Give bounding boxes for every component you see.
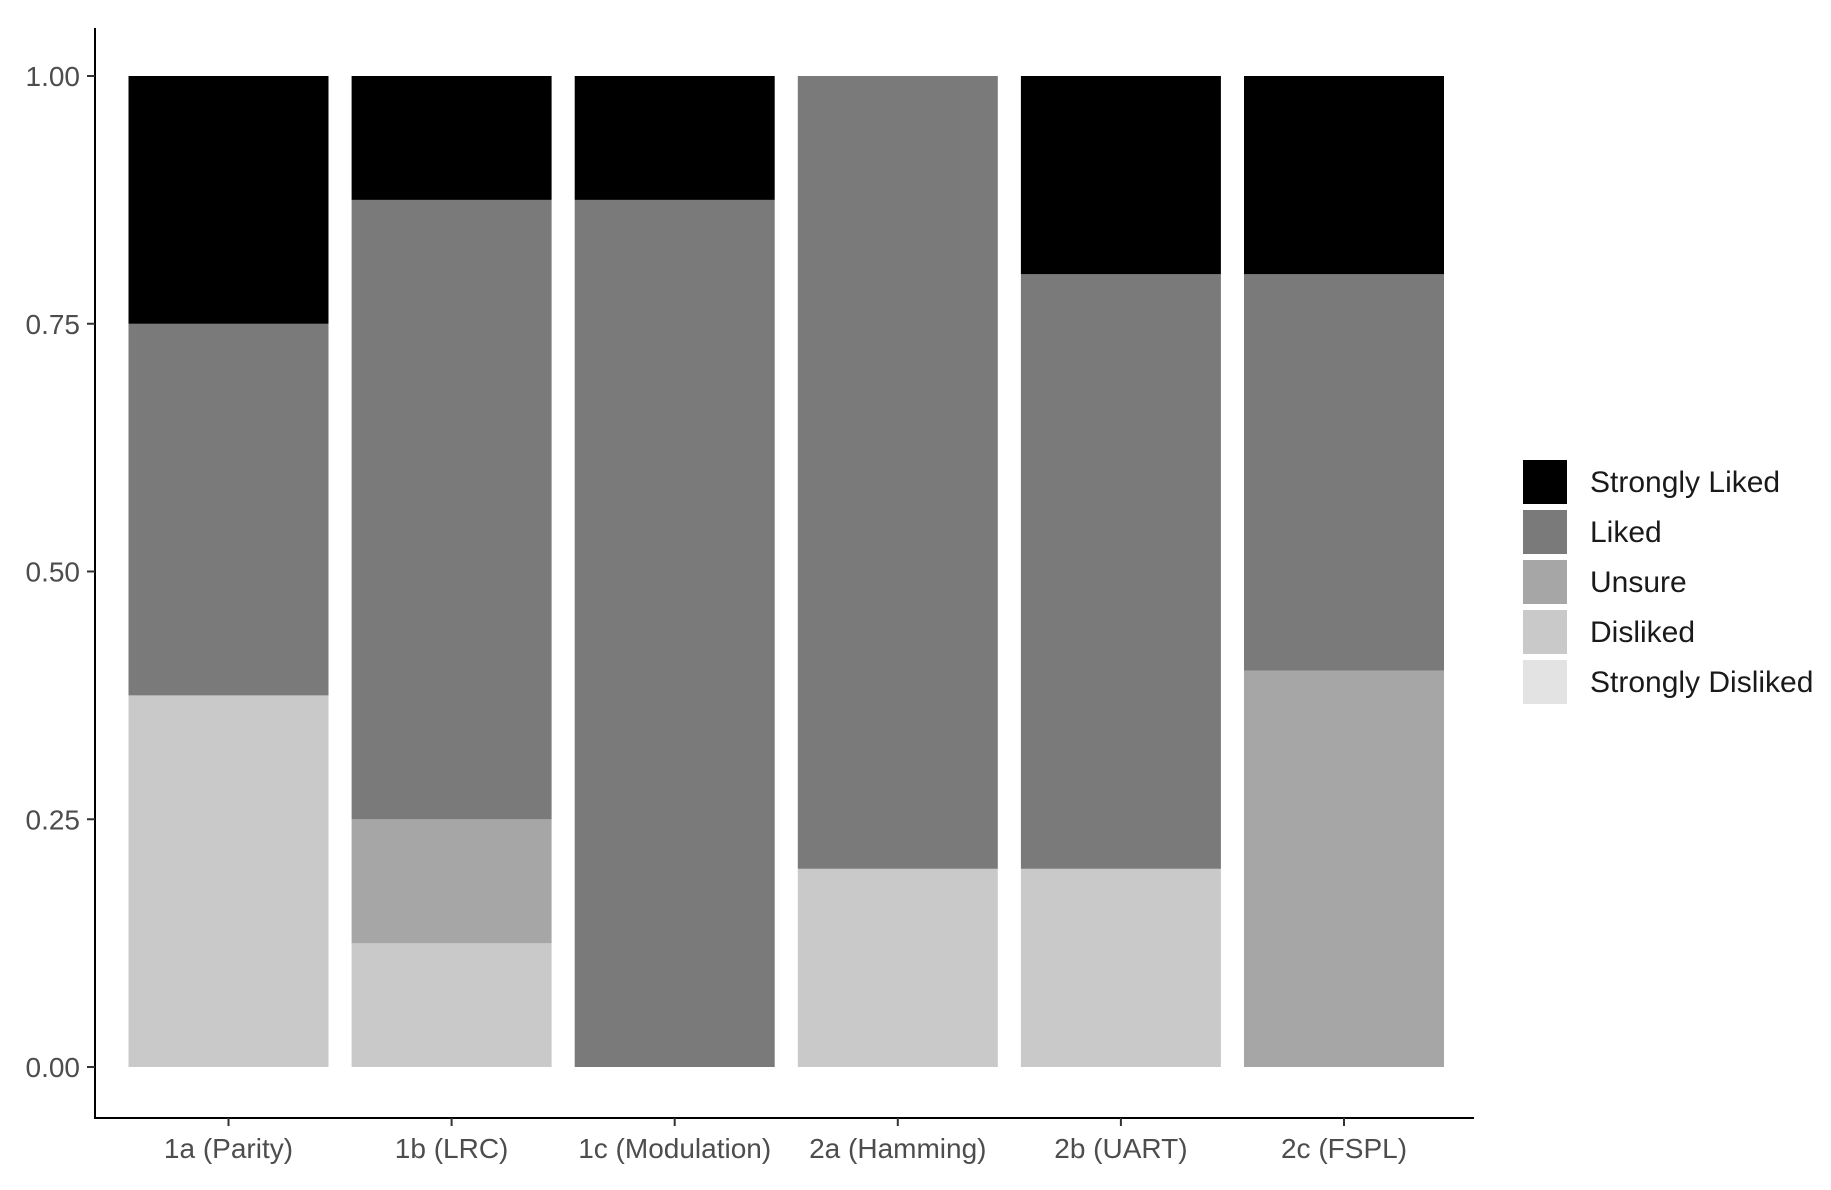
- bar-1b-lrc-liked: [351, 199, 552, 820]
- bar-2b-uart-strongly-liked: [1020, 76, 1221, 275]
- legend-key-disliked: [1521, 608, 1569, 656]
- bar-2a-hamming-disliked: [797, 868, 998, 1067]
- bar-1a-parity-liked: [128, 323, 329, 696]
- x-tick-label: 2b (UART): [1054, 1133, 1187, 1164]
- bar-1b-lrc-unsure: [351, 819, 552, 944]
- legend-key-unsure: [1521, 558, 1569, 606]
- y-tick-label: 1.00: [26, 61, 81, 92]
- bar-1c-modulation-liked: [574, 199, 775, 1067]
- y-tick-label: 0.50: [26, 557, 81, 588]
- bar-1c-modulation-strongly-liked: [574, 76, 775, 200]
- bar-2b-uart-disliked: [1020, 868, 1221, 1067]
- bar-1b-lrc-disliked: [351, 943, 552, 1067]
- legend-key-strongly-liked: [1521, 458, 1569, 506]
- bar-2c-fspl-strongly-liked: [1244, 76, 1444, 275]
- legend-label-liked: Liked: [1590, 516, 1662, 549]
- legend-label-unsure: Unsure: [1590, 566, 1687, 599]
- y-tick-label: 0.75: [26, 309, 81, 340]
- legend-label-strongly-liked: Strongly Liked: [1590, 466, 1780, 499]
- legend-label-disliked: Disliked: [1590, 616, 1695, 649]
- y-tick-label: 0.00: [26, 1052, 81, 1083]
- bar-2b-uart-liked: [1020, 274, 1221, 869]
- bar-2c-fspl-unsure: [1244, 670, 1444, 1067]
- bar-1a-parity-strongly-liked: [128, 76, 329, 324]
- bars-layer: [128, 76, 1444, 1067]
- legend-key-liked: [1521, 508, 1569, 556]
- bar-2c-fspl-liked: [1244, 274, 1444, 671]
- bar-2a-hamming-liked: [797, 76, 998, 869]
- y-ticks: 0.00 0.25 0.50 0.75 1.00: [26, 61, 95, 1083]
- bar-1b-lrc-strongly-liked: [351, 76, 552, 200]
- axes-layer: [94, 28, 1474, 1119]
- x-tick-label: 2c (FSPL): [1281, 1133, 1407, 1164]
- x-tick-label: 1a (Parity): [164, 1133, 293, 1164]
- legend-label-strongly-disliked: Strongly Disliked: [1590, 666, 1813, 699]
- legend-key-strongly-disliked: [1521, 658, 1569, 706]
- y-tick-label: 0.25: [26, 804, 81, 835]
- x-ticks: 1a (Parity) 1b (LRC) 1c (Modulation) 2a (Ha…: [164, 1118, 1407, 1164]
- x-tick-label: 2a (Hamming): [809, 1133, 986, 1164]
- bar-1a-parity-disliked: [128, 695, 329, 1067]
- x-tick-label: 1b (LRC): [395, 1133, 509, 1164]
- legend: Strongly Liked Liked Unsure Disliked Strongl…: [1521, 458, 1813, 706]
- x-tick-label: 1c (Modulation): [578, 1133, 771, 1164]
